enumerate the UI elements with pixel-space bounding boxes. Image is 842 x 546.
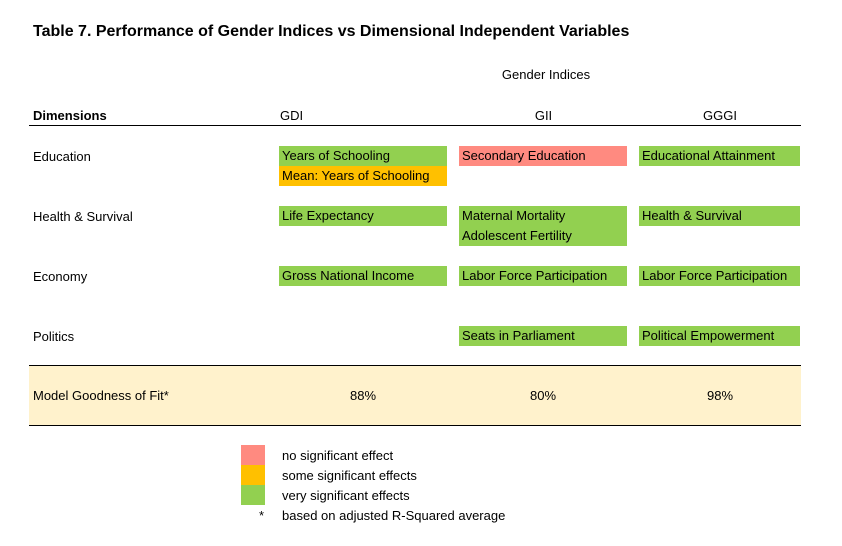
row-label-health: Health & Survival <box>33 209 133 224</box>
cell-politics-gggi: Political Empowerment <box>639 326 800 346</box>
cell-economy-gggi: Labor Force Participation <box>639 266 800 286</box>
cell-health-gdi: Life Expectancy <box>279 206 447 226</box>
goodness-of-fit-label: Model Goodness of Fit* <box>33 388 169 403</box>
legend-label-very-significant: very significant effects <box>282 488 410 503</box>
legend-label-some-effects: some significant effects <box>282 468 417 483</box>
row-label-politics: Politics <box>33 329 75 344</box>
cell-education-gdi-1: Years of Schooling <box>279 146 447 166</box>
gii-header: GII <box>534 108 553 123</box>
cell-politics-gii: Seats in Parliament <box>459 326 627 346</box>
cell-education-gggi: Educational Attainment <box>639 146 800 166</box>
row-label-education: Education <box>33 149 91 164</box>
legend-label-no-effect: no significant effect <box>282 448 394 463</box>
cell-education-gii: Secondary Education <box>459 146 627 166</box>
dimensions-header: Dimensions <box>33 108 107 123</box>
fit-gdi-value: 88% <box>349 388 377 403</box>
cell-health-gii-2: Adolescent Fertility <box>459 226 627 246</box>
fit-gii-value: 80% <box>529 388 557 403</box>
gdi-header: GDI <box>280 108 304 123</box>
gggi-header: GGGI <box>703 108 737 123</box>
cell-economy-gdi: Gross National Income <box>279 266 447 286</box>
cell-economy-gii: Labor Force Participation <box>459 266 627 286</box>
fit-bottom-rule <box>29 425 801 426</box>
header-rule <box>29 125 801 126</box>
goodness-of-fit-band <box>29 366 801 425</box>
table-title: Table 7. Performance of Gender Indices v… <box>33 23 630 40</box>
legend-swatch-red <box>241 445 265 465</box>
footnote-text: based on adjusted R-Squared average <box>282 508 506 523</box>
footnote-marker: * <box>259 508 265 523</box>
fit-top-rule <box>29 365 801 366</box>
legend-swatch-green <box>241 485 265 505</box>
row-label-economy: Economy <box>33 269 88 284</box>
gender-indices-header: Gender Indices <box>501 67 591 82</box>
cell-health-gii-1: Maternal Mortality <box>459 206 627 226</box>
legend-swatch-amber <box>241 465 265 485</box>
cell-education-gdi-2: Mean: Years of Schooling <box>279 166 447 186</box>
fit-gggi-value: 98% <box>706 388 734 403</box>
cell-health-gggi: Health & Survival <box>639 206 800 226</box>
